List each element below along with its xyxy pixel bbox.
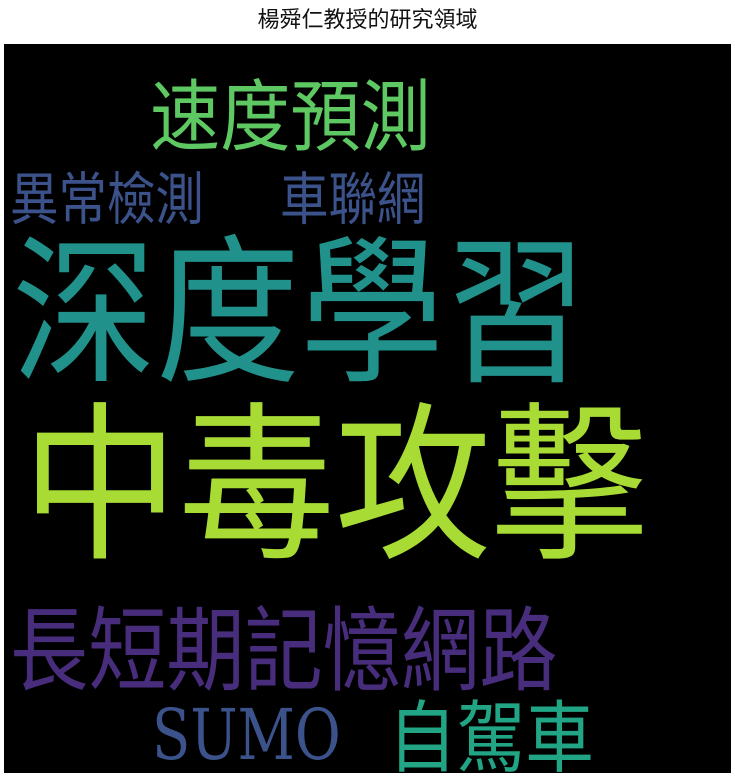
word-internet-of-vehicles: 車聯網 <box>280 167 426 233</box>
word-lstm-network: 長短期記憶網路 <box>10 598 558 705</box>
word-sumo: SUMO <box>152 694 341 773</box>
word-anomaly-detection: 異常檢測 <box>10 167 204 233</box>
word-self-driving-car: 自駕車 <box>388 694 594 773</box>
word-poisoning-attack: 中毒攻擊 <box>22 388 648 586</box>
word-speed-prediction: 速度預測 <box>150 73 431 163</box>
word-cloud: 速度預測 異常檢測 車聯網 深度學習 中毒攻擊 長短期記憶網路 SUMO 自駕車 <box>4 44 731 773</box>
figure-title: 楊舜仁教授的研究領域 <box>257 8 478 33</box>
word-deep-learning: 深度學習 <box>12 220 589 407</box>
